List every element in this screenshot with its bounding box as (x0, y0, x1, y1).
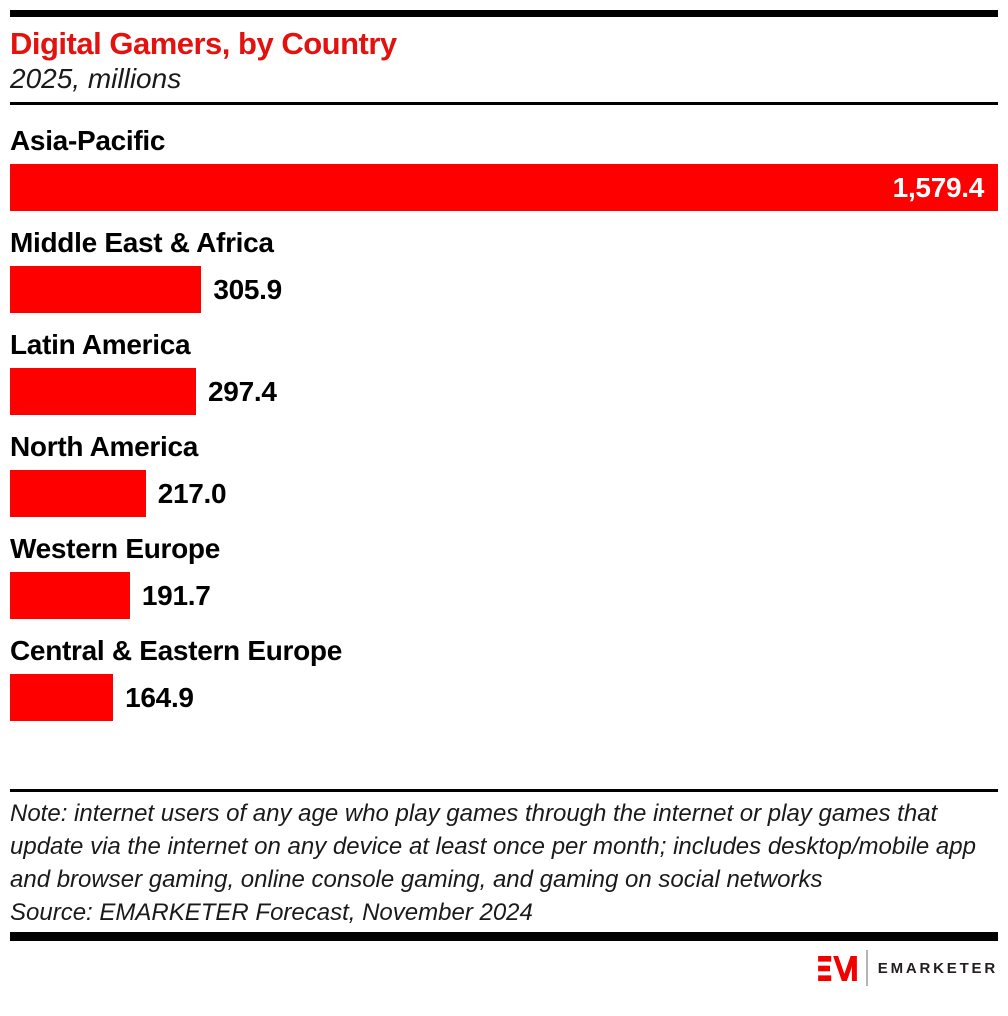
bar-label: Latin America (10, 329, 191, 360)
emarketer-wordmark: EMARKETER (877, 959, 998, 977)
chart-row: Latin America 297.4 (10, 328, 998, 415)
chart-row: North America 217.0 (10, 430, 998, 517)
note-line-1: Note: internet users of any age who play… (10, 800, 938, 827)
bar (10, 266, 202, 313)
bar-value: 164.9 (125, 681, 194, 713)
emarketer-logo: EMARKETER (10, 950, 998, 986)
bar-track: 217.0 (10, 470, 998, 517)
note-rule (10, 789, 998, 792)
source-text: Source: EMARKETER Forecast, November 202… (10, 899, 533, 926)
bar-value: 217.0 (157, 477, 227, 509)
bar (10, 674, 114, 721)
bottom-rule (10, 932, 998, 941)
bar-track: 1,579.4 (10, 164, 998, 211)
note-line-3: and browser gaming, online console gamin… (10, 866, 823, 893)
chart-row: Central & Eastern Europe 164.9 (10, 634, 998, 721)
chart-note: Note: internet users of any age who play… (10, 797, 998, 929)
bar (10, 368, 197, 415)
bar-track: 164.9 (10, 674, 998, 721)
bar-label: Middle East & Africa (10, 227, 274, 258)
page-subtitle: 2025, millions (10, 63, 182, 94)
bar-value: 297.4 (208, 375, 277, 407)
bar-value: 305.9 (213, 273, 282, 305)
bar-label: Asia-Pacific (10, 125, 166, 156)
bar-chart: Asia-Pacific 1,579.4 Middle East & Africa 3… (10, 124, 998, 721)
chart-row: Asia-Pacific 1,579.4 (10, 124, 998, 211)
bar-track: 191.7 (10, 572, 998, 619)
bar (10, 572, 130, 619)
emarketer-monogram-icon (817, 955, 857, 981)
page-title: Digital Gamers, by Country (10, 26, 397, 61)
bar: 1,579.4 (10, 164, 998, 211)
bar (10, 470, 146, 517)
logo-divider (865, 950, 868, 986)
top-rule (10, 10, 998, 17)
note-line-2: update via the internet on any device at… (10, 833, 976, 860)
bar-label: North America (10, 431, 198, 462)
bar-track: 305.9 (10, 266, 998, 313)
bar-label: Central & Eastern Europe (10, 635, 342, 666)
chart-row: Western Europe 191.7 (10, 532, 998, 619)
chart-row: Middle East & Africa 305.9 (10, 226, 998, 313)
bar-value: 191.7 (141, 579, 211, 611)
bar-track: 297.4 (10, 368, 998, 415)
bar-value: 1,579.4 (892, 172, 985, 203)
header-rule (10, 102, 998, 105)
bar-label: Western Europe (10, 533, 220, 564)
